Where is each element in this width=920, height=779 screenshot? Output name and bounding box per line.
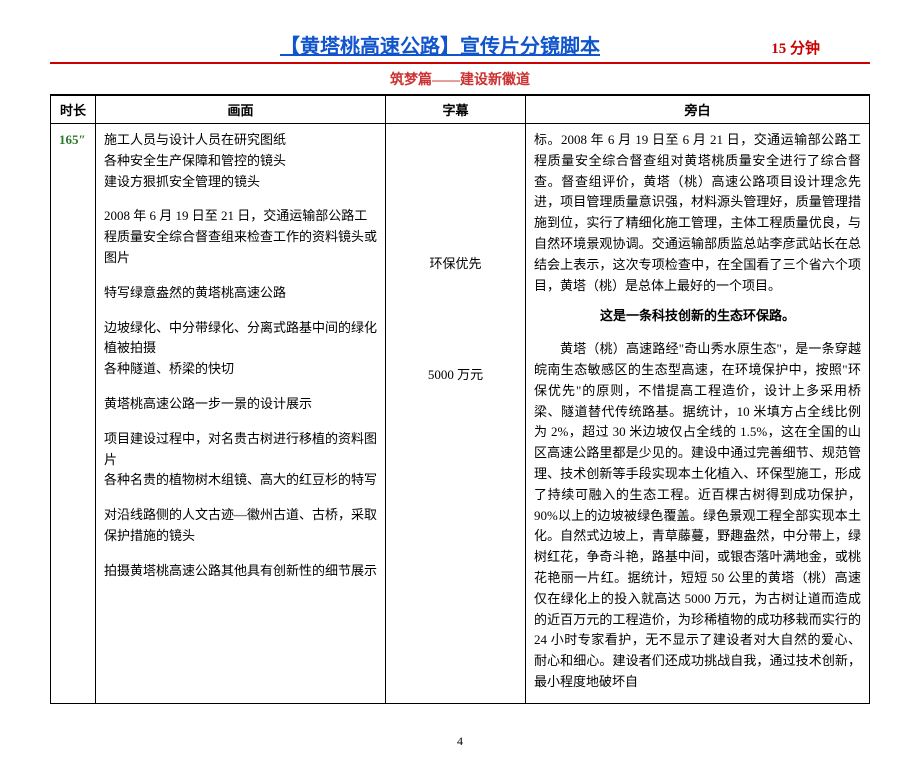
- th-narration: 旁白: [526, 96, 870, 124]
- storyboard-table: 时长 画面 字幕 旁白 165″ 施工人员与设计人员在研究图纸 各种安全生产保障…: [50, 95, 870, 704]
- subtitle-line: 5000 万元: [394, 365, 517, 386]
- th-subtitle: 字幕: [386, 96, 526, 124]
- scene-line: 特写绿意盎然的黄塔桃高速公路: [104, 283, 377, 304]
- scene-line: 对沿线路侧的人文古迹—徽州古道、古桥，采取保护措施的镜头: [104, 505, 377, 547]
- cell-scene: 施工人员与设计人员在研究图纸 各种安全生产保障和管控的镜头 建设方狠抓安全管理的…: [96, 124, 386, 704]
- scene-line: 边坡绿化、中分带绿化、分离式路基中间的绿化植被拍摄: [104, 318, 377, 360]
- subtitle-line: 环保优先: [394, 254, 517, 275]
- scene-line: 项目建设过程中，对名贵古树进行移植的资料图片: [104, 429, 377, 471]
- document-duration: 15 分钟: [668, 37, 860, 58]
- table-header-row: 时长 画面 字幕 旁白: [51, 96, 870, 124]
- scene-line: 各种安全生产保障和管控的镜头: [104, 151, 377, 172]
- document-header: 【黄塔桃高速公路】宣传片分镜脚本 15 分钟: [50, 30, 870, 64]
- scene-line: 各种隧道、桥梁的快切: [104, 359, 377, 380]
- th-scene: 画面: [96, 96, 386, 124]
- narration-para: 标。2008 年 6 月 19 日至 6 月 21 日，交通运输部公路工程质量安…: [534, 130, 861, 296]
- scene-line: 各种名贵的植物树木组镜、高大的红豆杉的特写: [104, 470, 377, 491]
- narration-para: 黄塔（桃）高速路经"奇山秀水原生态"，是一条穿越皖南生态敏感区的生态型高速，在环…: [534, 339, 861, 693]
- section-title: 筑梦篇——建设新徽道: [50, 64, 870, 95]
- scene-line: 拍摄黄塔桃高速公路其他具有创新性的细节展示: [104, 561, 377, 582]
- cell-subtitle: 环保优先 5000 万元: [386, 124, 526, 704]
- table-row: 165″ 施工人员与设计人员在研究图纸 各种安全生产保障和管控的镜头 建设方狠抓…: [51, 124, 870, 704]
- cell-duration: 165″: [51, 124, 96, 704]
- document-title: 【黄塔桃高速公路】宣传片分镜脚本: [212, 30, 668, 59]
- th-duration: 时长: [51, 96, 96, 124]
- scene-line: 黄塔桃高速公路一步一景的设计展示: [104, 394, 377, 415]
- narration-subtitle: 这是一条科技创新的生态环保路。: [534, 306, 861, 327]
- page-number: 4: [50, 734, 870, 749]
- scene-line: 施工人员与设计人员在研究图纸: [104, 130, 377, 151]
- scene-line: 2008 年 6 月 19 日至 21 日，交通运输部公路工程质量安全综合督查组…: [104, 206, 377, 268]
- scene-line: 建设方狠抓安全管理的镜头: [104, 172, 377, 193]
- title-bracket: 【黄塔桃高速公路】: [280, 36, 460, 58]
- cell-narration: 标。2008 年 6 月 19 日至 6 月 21 日，交通运输部公路工程质量安…: [526, 124, 870, 704]
- title-suffix: 宣传片分镜脚本: [460, 36, 600, 58]
